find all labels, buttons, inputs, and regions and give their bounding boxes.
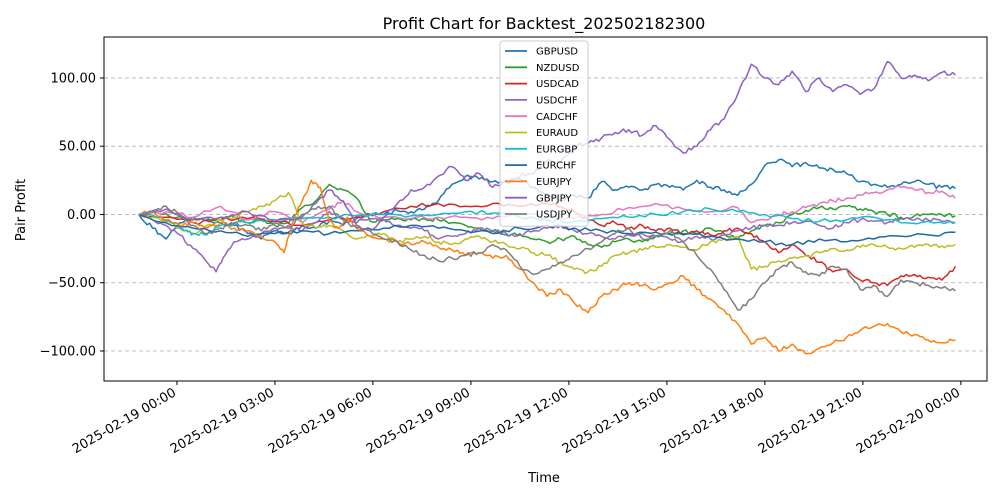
legend-label-cadchf: CADCHF [536,112,578,123]
legend-label-euraud: EURAUD [536,128,578,139]
y-tick-label: 50.00 [59,140,96,155]
x-axis-label: Time [527,471,560,486]
y-tick-label: 100.00 [51,71,97,86]
legend: GBPUSD NZDUSD USDCAD USDCHF CADCHF EURAUD EURG… [499,40,589,227]
legend-label-usdcad: USDCAD [536,79,579,90]
legend-box [499,40,589,227]
legend-label-gbpjpy: GBPJPY [536,193,572,204]
legend-label-eurchf: EURCHF [536,161,577,172]
series-line-usdcad [138,202,957,287]
y-axis-label: Pair Profit [14,179,29,241]
legend-label-eurgbp: EURGBP [536,144,577,155]
y-tick-label: 0.00 [67,208,96,223]
series-line-cadchf [138,185,956,224]
legend-label-gbpusd: GBPUSD [536,47,578,58]
series-line-euraud [138,191,956,275]
chart-title: Profit Chart for Backtest_202502182300 [383,14,706,34]
series-line-eurjpy [138,179,956,355]
series-line-usdjpy [138,205,956,311]
y-tick-label: −100.00 [40,344,96,359]
legend-label-usdjpy: USDJPY [536,210,573,221]
plot-frame [103,36,988,382]
legend-label-nzdusd: NZDUSD [536,63,580,74]
y-tick-label: −50.00 [48,276,96,291]
series-line-usdchf [138,210,956,273]
legend-label-usdchf: USDCHF [536,96,578,107]
legend-label-eurjpy: EURJPY [536,177,572,188]
